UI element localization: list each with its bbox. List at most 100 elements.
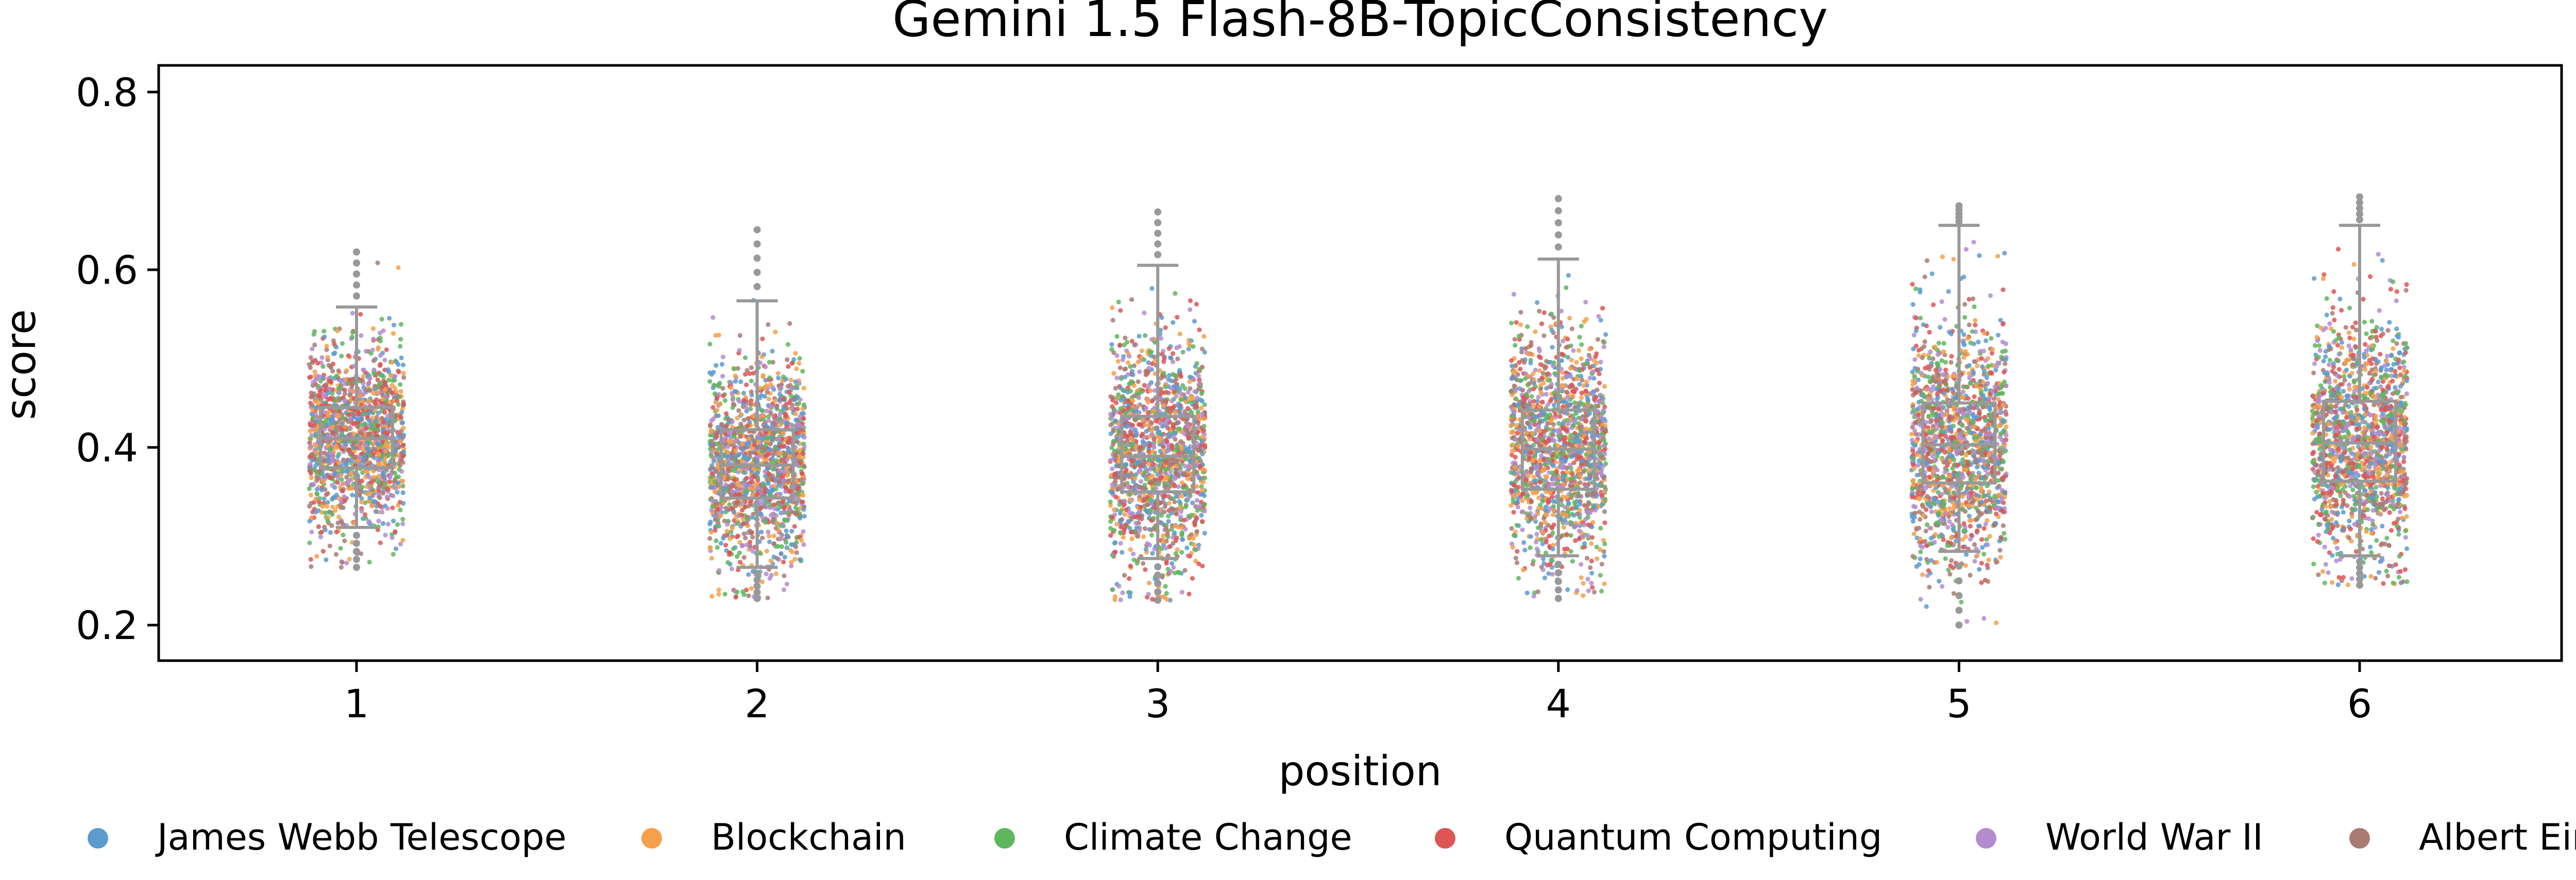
strip-point [1161, 540, 1166, 545]
strip-point [329, 523, 334, 528]
strip-point [366, 519, 372, 524]
strip-point [1144, 405, 1149, 411]
strip-point [1515, 549, 1520, 554]
strip-point [717, 402, 722, 407]
strip-point [320, 504, 325, 509]
strip-point [1129, 536, 1134, 541]
strip-point [1174, 443, 1179, 448]
strip-point [743, 355, 748, 360]
strip-point [794, 384, 799, 389]
strip-point [1130, 511, 1135, 516]
strip-point [1166, 377, 1171, 382]
strip-point [1194, 302, 1199, 307]
strip-point [309, 564, 314, 569]
strip-point [771, 555, 776, 560]
strip-point [708, 429, 714, 435]
strip-point [744, 491, 749, 496]
strip-point [748, 402, 753, 407]
strip-point [336, 368, 341, 373]
strip-point [1150, 473, 1155, 478]
strip-point [1200, 435, 1205, 440]
strip-point [315, 360, 320, 366]
strip-point [787, 454, 792, 459]
strip-point [355, 411, 361, 417]
strip-point [716, 588, 721, 593]
strip-point [1124, 462, 1129, 467]
strip-point [380, 521, 386, 526]
strip-point [725, 522, 730, 527]
strip-point [399, 410, 404, 415]
strip-point [800, 499, 805, 505]
strip-point [364, 425, 369, 430]
strip-point [793, 351, 798, 356]
strip-point [740, 446, 745, 452]
strip-point [1170, 399, 1175, 404]
strip-point [1177, 368, 1182, 373]
strip-point [1129, 472, 1134, 477]
strip-point [737, 348, 742, 353]
strip-point [1124, 507, 1129, 512]
strip-point [1157, 429, 1162, 434]
strip-point [367, 495, 372, 501]
strip-point [392, 385, 397, 390]
strip-point [755, 458, 760, 464]
strip-point [754, 492, 760, 497]
strip-point [786, 478, 791, 484]
strip-point [1182, 409, 1188, 414]
strip-point [1528, 545, 1533, 550]
strip-point [1135, 534, 1141, 539]
strip-point [344, 475, 349, 480]
strip-point [324, 347, 329, 352]
strip-point [342, 538, 347, 543]
strip-point [784, 540, 789, 545]
strip-point [727, 502, 732, 507]
strip-point [378, 353, 383, 358]
strip-point [1171, 434, 1176, 439]
strip-point [708, 453, 714, 458]
strip-point [358, 312, 363, 317]
strip-point [749, 389, 754, 394]
strip-point [309, 515, 314, 520]
strip-point [784, 581, 789, 586]
strip-point [1178, 391, 1183, 396]
strip-point [1163, 584, 1168, 589]
strip-point [396, 369, 401, 375]
strip-point [322, 458, 327, 463]
strip-point [1179, 493, 1184, 499]
strip-point [1513, 455, 1518, 460]
strip-point [1125, 339, 1130, 345]
strip-point [723, 506, 728, 511]
strip-point [1179, 531, 1184, 537]
strip-point [316, 384, 321, 389]
strip-point [381, 328, 386, 333]
strip-point [398, 343, 403, 349]
strip-point [1123, 446, 1128, 452]
strip-point [380, 510, 385, 515]
strip-point [370, 326, 376, 331]
strip-point [1147, 443, 1153, 448]
strip-point [1592, 590, 1597, 595]
strip-point [334, 492, 340, 498]
strip-point [330, 430, 335, 436]
strip-point [400, 490, 405, 495]
strip-point [375, 423, 380, 428]
strip-point [772, 399, 777, 404]
strip-point [351, 441, 357, 446]
strip-point [1137, 334, 1142, 339]
strip-point [791, 357, 796, 362]
strip-point [1139, 389, 1144, 395]
strip-point [377, 495, 382, 501]
strip-point [359, 333, 364, 338]
strip-point [801, 480, 806, 486]
strip-point [1189, 512, 1194, 517]
strip-point [1137, 497, 1142, 503]
strip-point [388, 373, 394, 378]
strip-point [1198, 476, 1203, 481]
strip-point [781, 559, 786, 565]
strip-point [385, 432, 390, 437]
strip-point [1187, 341, 1192, 346]
strip-point [320, 376, 326, 381]
strip-point [712, 479, 717, 485]
strip-point [1135, 460, 1140, 465]
strip-point [333, 508, 338, 513]
